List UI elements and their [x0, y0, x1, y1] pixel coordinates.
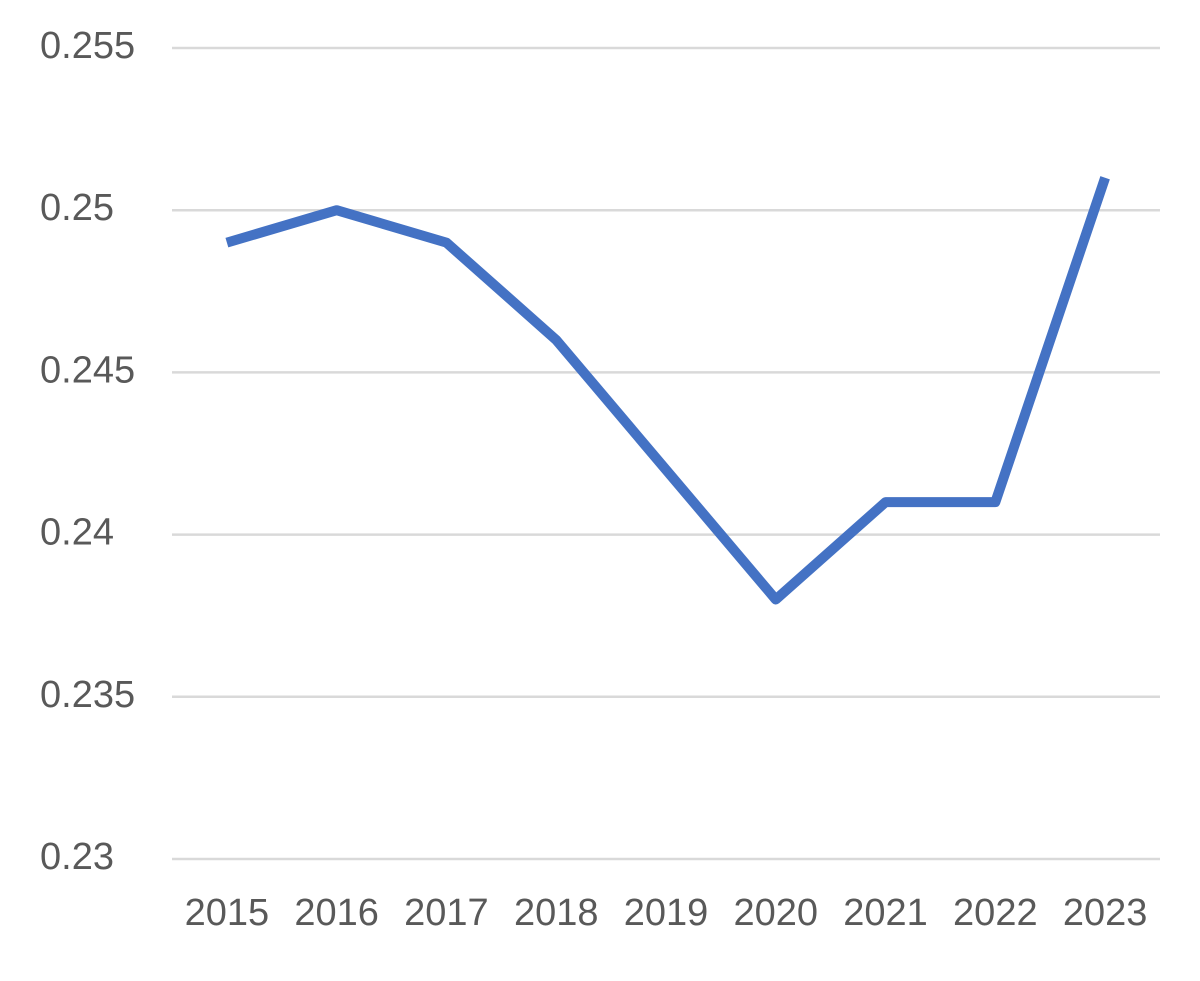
y-tick-label: 0.23: [40, 836, 114, 878]
y-tick-label: 0.255: [40, 25, 135, 67]
x-tick-label: 2015: [185, 892, 270, 934]
y-tick-label: 0.24: [40, 512, 114, 554]
x-tick-label: 2017: [404, 892, 489, 934]
x-tick-label: 2020: [734, 892, 819, 934]
x-tick-label: 2016: [294, 892, 379, 934]
x-tick-label: 2021: [843, 892, 928, 934]
x-tick-label: 2019: [624, 892, 709, 934]
y-tick-label: 0.25: [40, 187, 114, 229]
y-tick-label: 0.245: [40, 349, 135, 391]
x-tick-label: 2022: [953, 892, 1038, 934]
y-tick-label: 0.235: [40, 674, 135, 716]
x-tick-label: 2023: [1063, 892, 1148, 934]
data-line: [225, 176, 1110, 605]
x-tick-label: 2018: [514, 892, 599, 934]
